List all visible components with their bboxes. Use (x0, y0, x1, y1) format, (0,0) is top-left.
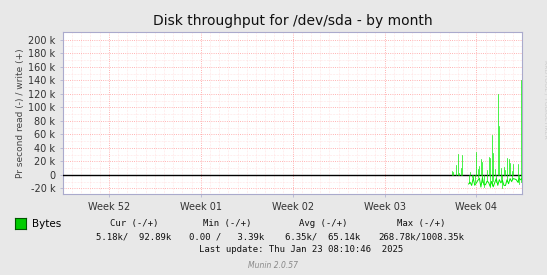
Text: Min (-/+): Min (-/+) (203, 219, 251, 228)
Text: 268.78k/1008.35k: 268.78k/1008.35k (378, 232, 464, 241)
Y-axis label: Pr second read (-) / write (+): Pr second read (-) / write (+) (16, 48, 25, 178)
Text: Cur (-/+): Cur (-/+) (110, 219, 158, 228)
Text: 5.18k/  92.89k: 5.18k/ 92.89k (96, 232, 172, 241)
Text: Avg (-/+): Avg (-/+) (299, 219, 347, 228)
Text: 6.35k/  65.14k: 6.35k/ 65.14k (285, 232, 360, 241)
Text: 0.00 /   3.39k: 0.00 / 3.39k (189, 232, 265, 241)
Text: Max (-/+): Max (-/+) (397, 219, 445, 228)
Text: Last update: Thu Jan 23 08:10:46  2025: Last update: Thu Jan 23 08:10:46 2025 (199, 245, 403, 254)
Text: Bytes: Bytes (32, 219, 61, 229)
Text: Munin 2.0.57: Munin 2.0.57 (248, 261, 299, 270)
Text: RRDTOOL / TOBIOETIKER: RRDTOOL / TOBIOETIKER (543, 60, 547, 138)
Title: Disk throughput for /dev/sda - by month: Disk throughput for /dev/sda - by month (153, 14, 433, 28)
